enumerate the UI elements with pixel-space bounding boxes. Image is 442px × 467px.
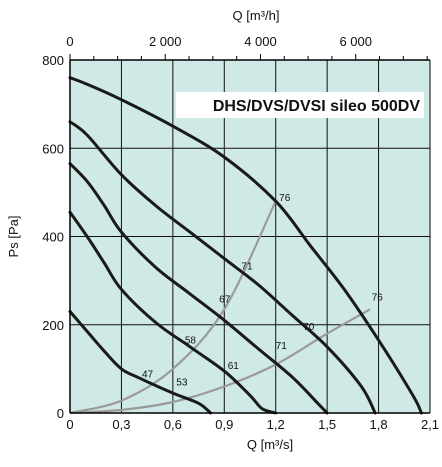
efficiency-label-4: 58 [185,335,197,346]
efficiency-label-7: 70 [303,322,315,333]
y-axis-title: Ps [Pa] [6,216,21,258]
x-tick-label: 1,2 [267,417,285,432]
tick-labels: 0 0,3 0,6 0,9 1,2 1,5 1,8 2,1 0 2 000 4 000 6 000 0 2… [42,34,439,432]
axes [69,54,431,414]
y-tick-label: 200 [42,318,64,333]
efficiency-label-8: 71 [276,341,288,352]
fan-curve-1 [68,76,423,415]
title-background [176,92,424,118]
efficiency-label-2: 71 [241,262,253,273]
efficiency-label-6: 76 [372,292,384,303]
efficiency-label-1: 76 [279,193,291,204]
efficiency-labels: 76 71 67 58 47 76 70 71 61 53 [142,193,383,388]
x-tick-label: 1,8 [370,417,388,432]
x-tick-label: 2,1 [421,417,439,432]
fan-curves [68,76,423,415]
x-axis-title: Q [m³/s] [247,437,293,452]
top-tick-label: 2 000 [149,34,182,49]
efficiency-label-3: 67 [219,295,231,306]
efficiency-lines [69,200,371,415]
y-tick-label: 600 [42,141,64,156]
fan-curve-3 [68,162,329,415]
top-axis-title: Q [m³/h] [233,8,280,23]
efficiency-label-5: 47 [142,370,154,381]
y-tick-label: 0 [57,406,64,421]
efficiency-line-1 [69,200,277,415]
fan-curve-5 [68,310,213,415]
fan-curve-4 [68,210,278,415]
x-tick-label: 0,9 [215,417,233,432]
efficiency-line-2 [69,308,371,415]
chart-title: DHS/DVS/DVSI sileo 500DV [213,98,421,115]
y-tick-label: 800 [42,53,64,68]
fan-curve-2 [68,120,377,415]
x-tick-label: 0 [66,417,73,432]
x-tick-label: 1,5 [318,417,336,432]
x-tick-label: 0,3 [112,417,130,432]
efficiency-label-9: 61 [228,361,240,372]
efficiency-label-10: 53 [176,378,188,389]
top-tick-label: 0 [66,34,73,49]
y-tick-label: 400 [42,230,64,245]
top-tick-label: 6 000 [339,34,372,49]
x-tick-label: 0,6 [164,417,182,432]
top-tick-label: 4 000 [244,34,277,49]
